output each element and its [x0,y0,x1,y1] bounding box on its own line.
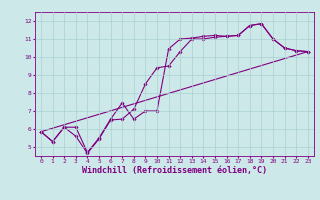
X-axis label: Windchill (Refroidissement éolien,°C): Windchill (Refroidissement éolien,°C) [82,166,267,175]
